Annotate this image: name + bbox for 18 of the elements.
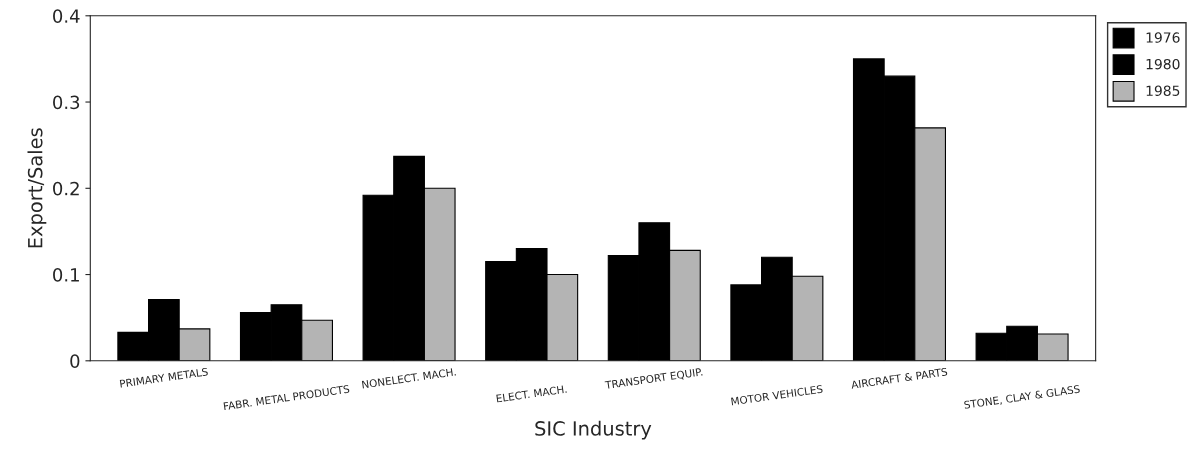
x-tick-label: MOTOR VEHICLES	[731, 384, 823, 406]
x-tick-label: STONE, CLAY & GLASS	[963, 384, 1081, 410]
x-tick-label: ELECT. MACH.	[496, 384, 567, 403]
legend-label: 1976	[1146, 32, 1180, 43]
x-tick-label: TRANSPORT EQUIP.	[604, 367, 703, 391]
y-axis-title: Export/Sales	[27, 128, 47, 248]
y-tick-label: 0.2	[53, 181, 79, 196]
legend-label: 1980	[1146, 58, 1180, 70]
x-tick-label: PRIMARY METALS	[119, 367, 209, 388]
y-tick-label: 0.1	[53, 268, 79, 282]
legend-label: 1985	[1146, 85, 1180, 96]
x-tick-label: FABR. METAL PRODUCTS	[223, 384, 350, 411]
x-tick-label: NONELECT. MACH.	[361, 367, 456, 389]
y-tick-label: 0.3	[53, 95, 80, 110]
x-axis-title: SIC Industry	[535, 420, 652, 440]
y-tick-label: 0	[70, 354, 80, 368]
y-tick-label: 0.4	[53, 9, 80, 23]
x-tick-label: AIRCRAFT & PARTS	[850, 367, 948, 389]
